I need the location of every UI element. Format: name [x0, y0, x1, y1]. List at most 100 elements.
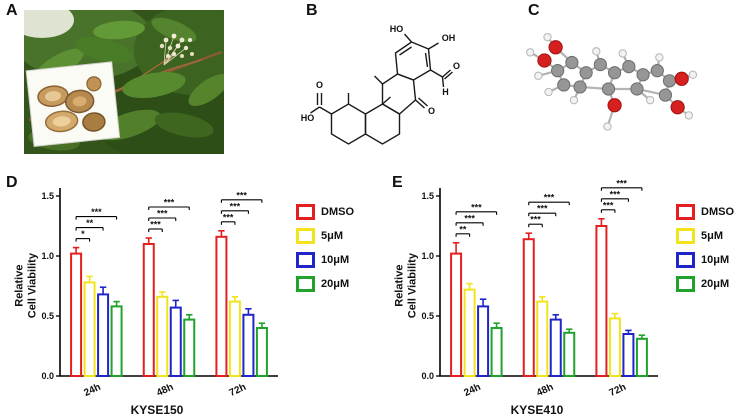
y-tick-label: 1.5 — [41, 191, 54, 201]
legend-item: 5μM — [296, 228, 354, 244]
panel-label-d: D — [6, 174, 18, 191]
top-hydroxyl-label: HO — [390, 24, 404, 34]
aldehyde-oxygen-label: O — [453, 61, 460, 71]
panel-label-a: A — [6, 2, 18, 19]
significance-stars: *** — [150, 220, 161, 230]
significance-stars: *** — [471, 202, 482, 212]
legend-item: 10μM — [676, 252, 734, 268]
significance-stars: *** — [544, 193, 555, 203]
legend-item: 20μM — [676, 276, 734, 292]
bar — [228, 300, 241, 377]
panel-d-chart-block: Relative Cell Viability 0.0 0.5 1.0 1.5 24h *… — [10, 180, 362, 419]
molecule-3d-model — [526, 32, 698, 131]
legend-label: 20μM — [701, 278, 730, 290]
legend-item: 20μM — [296, 276, 354, 292]
y-tick-label: 0.5 — [421, 311, 434, 321]
bar — [635, 337, 648, 378]
y-tick-label: 1.0 — [41, 251, 54, 261]
panel-label-c: C — [528, 2, 540, 19]
significance-stars: *** — [157, 209, 168, 219]
bar — [255, 327, 268, 377]
legend-swatch — [296, 276, 315, 292]
bar — [563, 331, 576, 378]
significance-stars: *** — [91, 207, 102, 217]
x-tick-label: 48h — [535, 382, 555, 399]
panel-label-b: B — [306, 2, 318, 19]
significance-stars: *** — [236, 190, 247, 200]
y-axis-title-line1: Relative — [393, 264, 406, 307]
bar — [490, 327, 503, 377]
bar — [522, 238, 535, 378]
legend-swatch — [296, 228, 315, 244]
significance-stars: *** — [610, 189, 621, 199]
bar — [608, 317, 621, 377]
significance-stars: ** — [459, 224, 467, 234]
bar — [169, 306, 182, 377]
legend-label: DMSO — [321, 206, 354, 218]
x-tick-label: 24h — [82, 382, 102, 399]
legend-item: 5μM — [676, 228, 734, 244]
bar — [536, 300, 549, 377]
legend: DMSO 5μM 10μM 20μM — [296, 204, 354, 292]
x-tick-label: 72h — [228, 382, 248, 399]
bar — [622, 333, 635, 377]
significance-stars: *** — [164, 198, 175, 208]
bar — [142, 243, 155, 377]
legend-label: 5μM — [321, 230, 344, 242]
bar — [595, 225, 608, 377]
bar — [83, 281, 96, 377]
bar — [477, 305, 490, 377]
hydrogen-atoms — [526, 32, 698, 131]
significance-stars: ** — [86, 218, 94, 228]
y-tick-label: 1.0 — [421, 251, 434, 261]
flower-cluster — [159, 33, 194, 66]
significance-stars: *** — [230, 201, 241, 211]
legend-item: 10μM — [296, 252, 354, 268]
legend: DMSO 5μM 10μM 20μM — [676, 204, 734, 292]
legend-swatch — [676, 204, 695, 220]
y-axis-title-line1: Relative — [13, 264, 26, 307]
bar — [242, 313, 255, 378]
significance-stars: *** — [530, 215, 541, 225]
significance-stars: *** — [616, 180, 627, 188]
aldehyde-hydrogen-label: H — [442, 87, 449, 97]
ketone-oxygen-label: O — [428, 106, 435, 116]
bar — [156, 295, 169, 377]
bar — [463, 288, 476, 377]
legend-label: DMSO — [701, 206, 734, 218]
x-tick-label: 48h — [155, 382, 175, 399]
legend-label: 10μM — [321, 254, 350, 266]
y-tick-label: 0.0 — [421, 371, 434, 381]
y-tick-label: 0.5 — [41, 311, 54, 321]
legend-swatch — [676, 276, 695, 292]
legend-item: DMSO — [296, 204, 354, 220]
panel-e-chart-block: Relative Cell Viability 0.0 0.5 1.0 1.5 24h *… — [390, 180, 742, 419]
bar — [450, 252, 463, 377]
bar — [215, 235, 228, 377]
significance-stars: *** — [537, 204, 548, 214]
cell-line-label: KYSE410 — [510, 403, 564, 417]
x-tick-label: 72h — [608, 382, 628, 399]
legend-swatch — [676, 228, 695, 244]
x-tick-label: 24h — [462, 382, 482, 399]
bar — [70, 252, 83, 377]
significance-stars: *** — [464, 213, 475, 223]
legend-item: DMSO — [676, 204, 734, 220]
significance-stars: *** — [223, 212, 234, 222]
panel-label-e: E — [392, 174, 403, 191]
ring-skeleton — [310, 33, 453, 145]
acid-hydroxyl-label: HO — [301, 113, 315, 123]
bar — [183, 318, 196, 378]
plant-photo — [24, 10, 224, 154]
y-tick-label: 1.5 — [421, 191, 434, 201]
oxygen-atoms — [537, 40, 689, 115]
legend-label: 10μM — [701, 254, 730, 266]
y-tick-label: 0.0 — [41, 371, 54, 381]
carbon-atoms — [551, 55, 677, 102]
cell-line-label: KYSE150 — [130, 403, 184, 417]
chemical-structure: HO OH O H O O HO — [301, 24, 460, 145]
bar — [97, 293, 110, 377]
legend-swatch — [676, 252, 695, 268]
legend-swatch — [296, 252, 315, 268]
